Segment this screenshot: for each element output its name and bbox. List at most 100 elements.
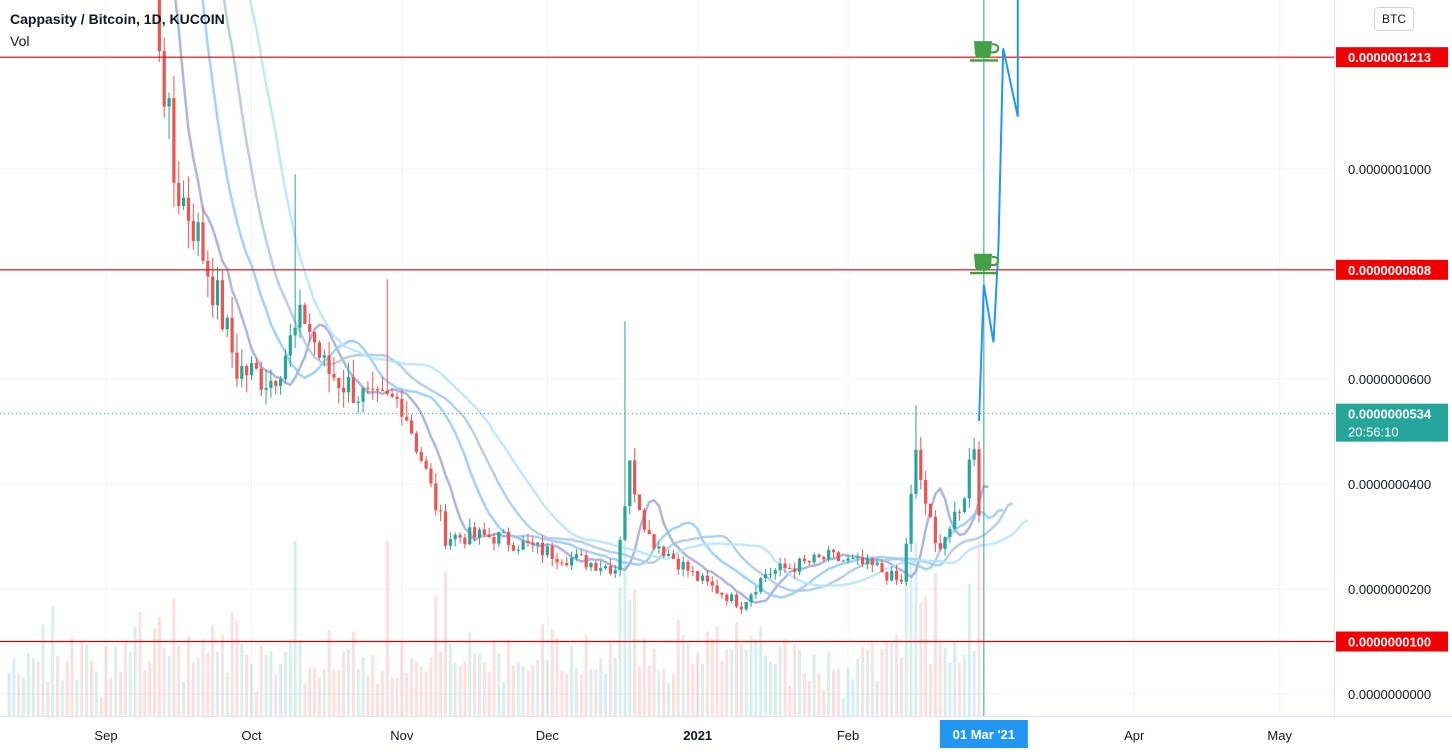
volume-bar (720, 660, 724, 716)
candle-body (264, 387, 268, 390)
volume-bar (710, 638, 714, 716)
candle-body (409, 420, 414, 434)
projection-line (978, 0, 1019, 422)
candle-body (657, 546, 661, 549)
coffee-cup-icon (970, 253, 1000, 275)
candle-body (870, 558, 874, 565)
volume-bar (123, 641, 127, 716)
volume-bar (914, 541, 918, 716)
volume-bar (924, 596, 928, 716)
volume-bar (521, 666, 525, 716)
candle-body (788, 567, 792, 569)
candle-body (948, 528, 952, 537)
candle-body (686, 561, 690, 571)
time-tick-label: Feb (837, 728, 859, 743)
volume-bar (555, 637, 559, 716)
volume-bar (652, 648, 656, 716)
candle-body (482, 529, 486, 535)
volume-bar (594, 668, 598, 716)
candle-body (473, 527, 477, 538)
volume-bar (89, 661, 93, 716)
coffee-cup-icon (970, 41, 1000, 62)
volume-bar (347, 649, 350, 716)
volume-bar (638, 666, 641, 716)
candle-body (434, 483, 438, 511)
volume-bar (691, 663, 695, 716)
candle-body (279, 379, 283, 386)
candle-body (366, 387, 370, 389)
candle-body (463, 537, 467, 545)
candle-body (967, 459, 971, 499)
candle-body (201, 222, 205, 261)
volume-bar (75, 679, 79, 716)
volume-bar (798, 649, 802, 716)
volume-bar (12, 658, 16, 716)
volume-bar (929, 664, 932, 716)
volume-bar (342, 652, 346, 716)
candle-body (385, 390, 389, 394)
candle-body (589, 562, 593, 568)
volume-bar (128, 651, 132, 716)
price-tick-label: 0.0000000600 (1348, 372, 1431, 387)
volume-bar (788, 686, 792, 716)
volume-bar (730, 648, 734, 716)
volume-bar (541, 624, 544, 716)
volume-bar (65, 661, 69, 716)
volume-bar (579, 674, 583, 716)
candle-body (206, 260, 210, 277)
volume-bar (70, 637, 74, 716)
volume-bar (317, 677, 321, 716)
volume-bar (764, 655, 768, 716)
volume-bar (191, 662, 195, 716)
volume-bar (487, 671, 491, 716)
candle-body (380, 389, 385, 391)
volume-bar (836, 669, 840, 716)
candle-body (759, 578, 763, 592)
candle-body (191, 220, 195, 242)
volume-bar (225, 672, 229, 716)
candle-body (764, 574, 768, 579)
candle-body (827, 549, 831, 560)
volume-bar (909, 562, 913, 716)
volume-bar (933, 572, 937, 716)
volume-bar (846, 668, 850, 716)
volume-bar (967, 583, 971, 716)
candle-body (584, 555, 588, 568)
chart-title: Cappasity / Bitcoin, 1D, KUCOIN (10, 11, 225, 27)
volume-bar (26, 652, 30, 716)
candle-body (351, 377, 355, 403)
volume-bar (182, 681, 186, 716)
volume-bar (584, 634, 588, 716)
candle-body (681, 561, 685, 570)
candle-body (691, 570, 695, 572)
candle-body (376, 389, 380, 391)
candle-body (899, 579, 903, 582)
candle-body (269, 380, 273, 388)
volume-bar (574, 667, 578, 716)
candle-body (725, 594, 729, 601)
volume-bar (739, 644, 743, 716)
volume-bar (890, 642, 894, 716)
candle-body (506, 531, 511, 546)
candle-body (361, 387, 365, 402)
volume-bar (153, 628, 156, 716)
volume-bar (681, 635, 685, 716)
volume-bars (7, 541, 981, 716)
volume-bar (186, 636, 190, 716)
volume-bar (143, 670, 147, 716)
volume-bar (85, 644, 89, 716)
candle-body (439, 510, 443, 512)
candle-body (322, 355, 326, 358)
candle-body (249, 363, 254, 376)
volume-bar (550, 629, 554, 716)
time-tick-label: Dec (536, 728, 560, 743)
candle-body (419, 451, 423, 461)
volume-bar (642, 637, 646, 716)
volume-bar (618, 587, 622, 716)
candle-body (783, 563, 787, 568)
currency-button[interactable]: BTC (1374, 7, 1414, 31)
candle-body (371, 388, 375, 390)
candle-body (938, 543, 942, 549)
volume-bar (604, 673, 608, 716)
